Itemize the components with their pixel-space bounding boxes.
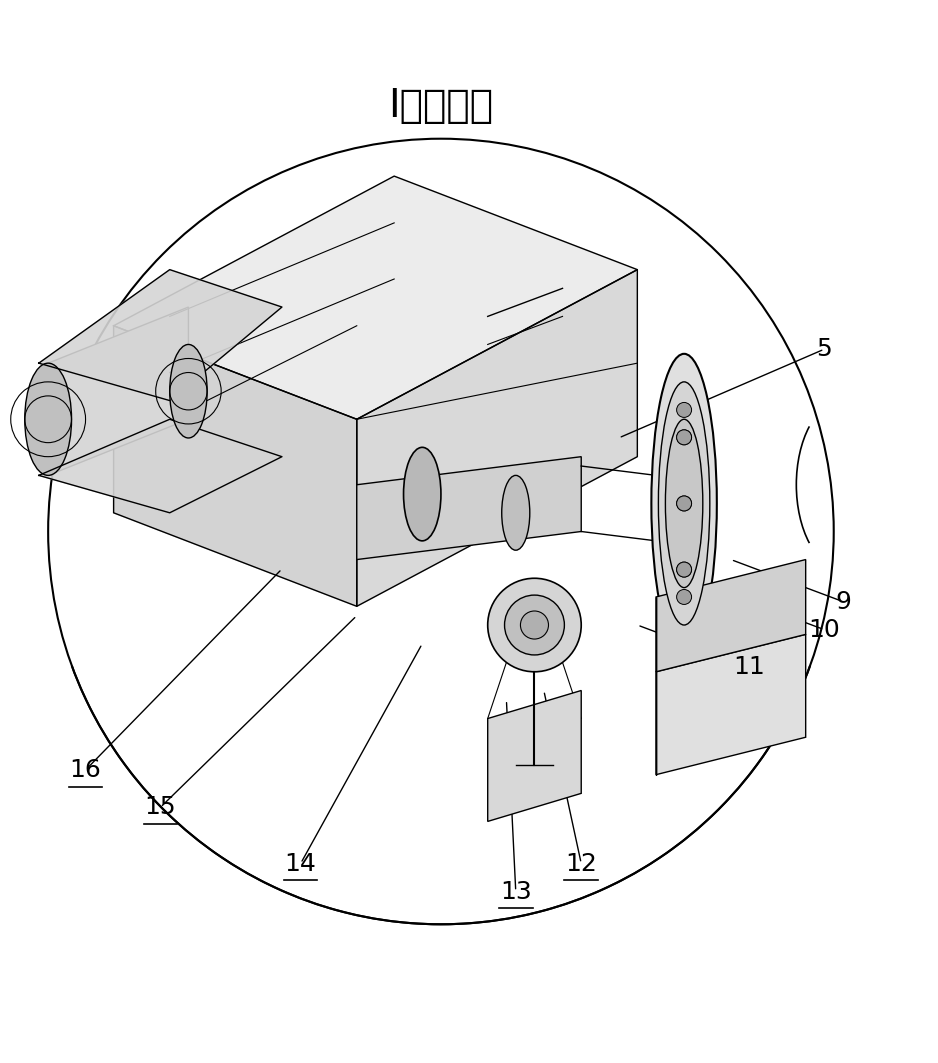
Text: 11: 11 — [734, 655, 765, 679]
Text: 5: 5 — [816, 337, 832, 361]
Ellipse shape — [651, 354, 717, 653]
Polygon shape — [656, 559, 806, 672]
Polygon shape — [113, 176, 637, 419]
Circle shape — [505, 595, 565, 655]
Text: 9: 9 — [835, 590, 851, 613]
Circle shape — [676, 562, 691, 577]
Polygon shape — [38, 419, 282, 512]
Polygon shape — [488, 691, 582, 822]
Polygon shape — [356, 270, 637, 606]
Polygon shape — [38, 270, 282, 401]
Text: 12: 12 — [566, 851, 598, 876]
Ellipse shape — [658, 382, 710, 625]
Circle shape — [676, 429, 691, 444]
Circle shape — [521, 611, 549, 639]
Circle shape — [676, 429, 691, 444]
Ellipse shape — [170, 344, 207, 438]
Circle shape — [676, 590, 691, 605]
Circle shape — [676, 562, 691, 577]
Text: 15: 15 — [144, 795, 176, 820]
Ellipse shape — [665, 419, 703, 588]
Polygon shape — [656, 635, 806, 775]
Ellipse shape — [403, 448, 441, 541]
Circle shape — [676, 496, 691, 511]
Polygon shape — [356, 457, 582, 559]
Circle shape — [488, 578, 582, 672]
Text: 14: 14 — [285, 851, 317, 876]
Ellipse shape — [24, 364, 71, 475]
Circle shape — [676, 403, 691, 418]
Text: I处放大图: I处放大图 — [388, 87, 493, 125]
Text: 16: 16 — [69, 758, 101, 782]
Polygon shape — [48, 307, 189, 475]
Ellipse shape — [502, 475, 530, 551]
Text: 10: 10 — [809, 618, 840, 642]
Text: 13: 13 — [500, 879, 532, 904]
Polygon shape — [113, 325, 356, 606]
Circle shape — [676, 496, 691, 511]
